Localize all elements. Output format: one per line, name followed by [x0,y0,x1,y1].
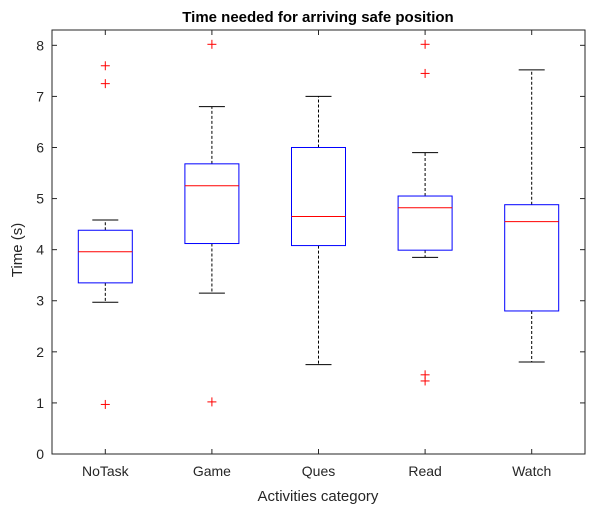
y-axis-label: Time (s) [9,223,26,277]
y-tick-label: 2 [36,344,44,360]
y-tick-label: 0 [36,446,44,462]
y-tick-label: 7 [36,88,44,104]
x-tick-label: Read [408,463,441,479]
box-iqr [291,146,346,247]
outlier-marker [100,399,110,409]
box-read [397,39,453,386]
outlier-marker [420,39,430,49]
box-ques [291,95,346,366]
y-tick-label: 4 [36,242,44,258]
x-tick-label: Watch [512,463,551,479]
x-tick-label: Game [193,463,231,479]
y-tick-label: 6 [36,139,44,155]
y-tick-label: 3 [36,293,44,309]
box-iqr [77,229,133,284]
outlier-marker [420,376,430,386]
axis-ticks: 0 1 2 3 4 5 6 7 8 NoTask Game Ques Read Watch [36,30,585,479]
box-game [184,39,240,407]
boxes-group [77,39,560,409]
x-tick-label: Ques [302,463,335,479]
box-notask [77,61,133,409]
box-iqr [397,195,453,251]
outlier-marker [100,79,110,89]
box-iqr [504,204,560,312]
x-axis-label: Activities category [258,488,379,505]
outlier-marker [207,397,217,407]
outlier-marker [100,61,110,71]
box-iqr [184,163,240,245]
chart-title: Time needed for arriving safe position [182,9,453,26]
outlier-marker [207,39,217,49]
box-watch [504,69,560,363]
outlier-marker [420,68,430,78]
y-tick-label: 1 [36,395,44,411]
y-tick-label: 8 [36,37,44,53]
y-tick-label: 5 [36,191,44,207]
x-tick-label: NoTask [82,463,130,479]
